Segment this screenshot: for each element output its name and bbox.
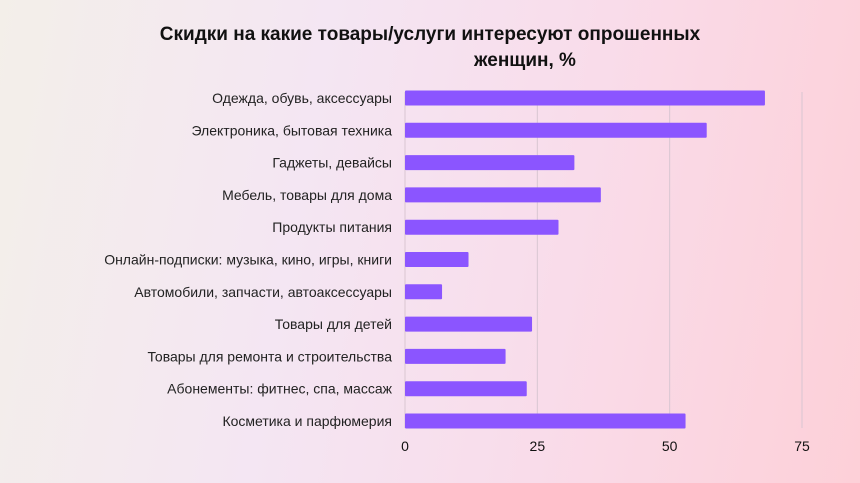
category-label: Мебель, товары для дома bbox=[222, 187, 392, 203]
category-label: Товары для ремонта и строительства bbox=[147, 348, 392, 364]
category-label: Электроника, бытовая техника bbox=[191, 122, 392, 138]
bar bbox=[405, 90, 765, 106]
category-label: Косметика и парфюмерия bbox=[222, 413, 392, 429]
bar bbox=[405, 122, 707, 138]
bar bbox=[405, 219, 559, 235]
bar bbox=[405, 155, 575, 171]
chart-title-line-2: женщин, % bbox=[474, 50, 576, 71]
bar bbox=[405, 348, 506, 364]
chart-title: Скидки на какие товары/услуги интересуют… bbox=[0, 22, 860, 74]
x-tick-label: 25 bbox=[530, 438, 546, 454]
bar bbox=[405, 413, 686, 429]
bar bbox=[405, 187, 601, 203]
category-label: Товары для детей bbox=[275, 316, 392, 332]
category-label: Онлайн-подписки: музыка, кино, игры, кни… bbox=[104, 252, 392, 268]
x-tick-label: 50 bbox=[662, 438, 678, 454]
category-label: Продукты питания bbox=[272, 219, 392, 235]
category-label: Одежда, обувь, аксессуары bbox=[212, 90, 392, 106]
bar bbox=[405, 252, 469, 267]
x-tick-label: 0 bbox=[401, 438, 409, 454]
bar bbox=[405, 381, 527, 397]
category-label: Автомобили, запчасти, автоаксессуары bbox=[134, 284, 392, 300]
x-tick-label: 75 bbox=[794, 438, 810, 454]
chart-title-line-1: Скидки на какие товары/услуги интересуют… bbox=[159, 24, 701, 45]
category-label: Гаджеты, девайсы bbox=[272, 155, 392, 171]
bar bbox=[405, 316, 533, 332]
category-label: Абонементы: фитнес, спа, массаж bbox=[167, 381, 392, 397]
bar bbox=[405, 284, 443, 300]
